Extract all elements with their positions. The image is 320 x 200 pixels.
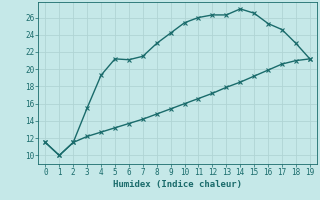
X-axis label: Humidex (Indice chaleur): Humidex (Indice chaleur) bbox=[113, 180, 242, 189]
